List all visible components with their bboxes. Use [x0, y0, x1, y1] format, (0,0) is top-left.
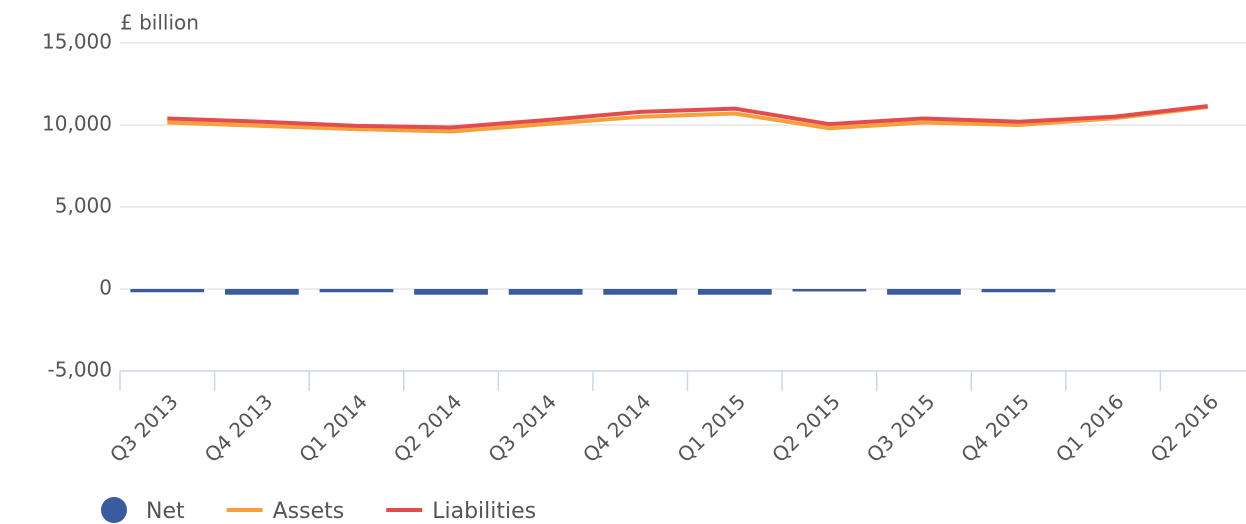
- bar: [887, 289, 961, 295]
- bar: [603, 289, 678, 295]
- y-axis-label: £ billion: [120, 11, 199, 35]
- bar: [792, 289, 867, 292]
- x-tick-label: Q2 2016: [1146, 389, 1224, 467]
- bar: [130, 289, 205, 293]
- bar: [981, 289, 1056, 293]
- legend-label: Liabilities: [432, 499, 536, 524]
- y-tick-label: 5,000: [55, 194, 112, 218]
- y-tick-label: 15,000: [42, 30, 112, 54]
- x-tick-label: Q4 2014: [578, 389, 656, 467]
- x-tick-label: Q2 2015: [767, 389, 845, 467]
- y-tick-label: -5,000: [48, 358, 112, 382]
- y-tick-label: 10,000: [42, 112, 112, 136]
- x-tick-label: Q1 2016: [1051, 389, 1129, 467]
- y-tick-label: 0: [99, 276, 112, 300]
- x-tick-label: Q1 2015: [673, 389, 751, 467]
- x-tick-label: Q1 2014: [294, 389, 372, 467]
- legend-label: Net: [146, 499, 185, 524]
- x-tick-label: Q2 2014: [389, 389, 467, 467]
- bar: [224, 289, 299, 295]
- line: [167, 104, 1208, 134]
- bar: [697, 289, 772, 295]
- x-tick-label: Q3 2014: [483, 389, 561, 467]
- legend-label: Assets: [273, 499, 345, 524]
- bar: [414, 289, 488, 295]
- bar: [508, 289, 583, 295]
- x-tick-label: Q3 2015: [862, 389, 940, 467]
- x-tick-label: Q4 2013: [200, 389, 278, 467]
- legend-symbol: [101, 497, 127, 523]
- x-tick-label: Q3 2013: [105, 389, 183, 467]
- bar: [319, 289, 394, 293]
- line: [167, 104, 1208, 130]
- x-tick-label: Q4 2015: [956, 389, 1034, 467]
